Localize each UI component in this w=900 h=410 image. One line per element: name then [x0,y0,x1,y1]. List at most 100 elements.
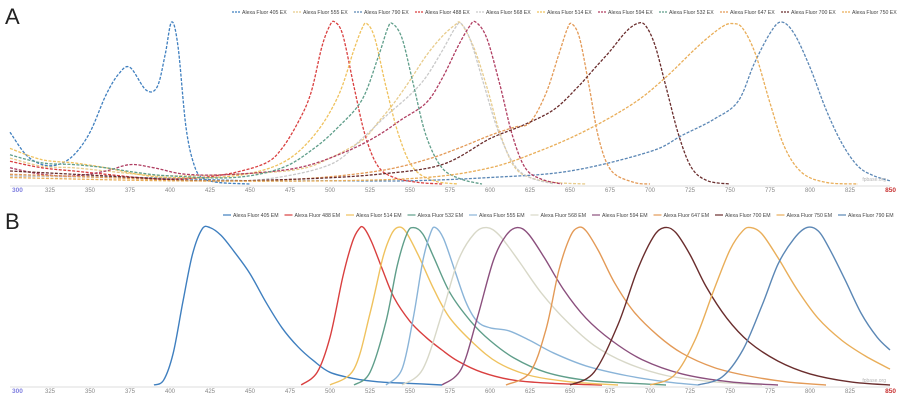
panel-b-series-alexa-fluor-555-em [385,226,699,386]
panel-b-tick-600: 600 [485,389,496,395]
panel-b-tick-575: 575 [445,389,456,395]
panel-b-legend-label-alexa-fluor-405-em: Alexa Fluor 405 EM [233,213,279,219]
panel-a-series-alexa-fluor-647-ex [9,22,651,185]
panel-b-tick-375: 375 [125,389,136,395]
panel-a-series-alexa-fluor-532-ex [9,22,483,185]
panel-a-legend-label-alexa-fluor-790-ex: Alexa Fluor 790 EX [364,10,409,16]
panel-a-tick-750: 750 [725,188,736,194]
panel-b-legend-label-alexa-fluor-700-em: Alexa Fluor 700 EM [725,213,771,219]
panel-b-tick-750: 750 [725,389,736,395]
panel-b-tick-625: 625 [525,389,536,395]
panel-a-tick-425: 425 [205,188,216,194]
panel-a-tick-625: 625 [525,188,536,194]
panel-b-legend-label-alexa-fluor-532-em: Alexa Fluor 532 EM [418,213,464,219]
panel-b-legend-label-alexa-fluor-790-em: Alexa Fluor 790 EM [848,213,894,219]
panel-a-tick-325: 325 [45,188,56,194]
panel-a-legend-label-alexa-fluor-594-ex: Alexa Fluor 594 EX [608,10,653,16]
panel-a-series-alexa-fluor-568-ex [9,22,555,185]
panel-a-tick-500: 500 [325,188,336,194]
panel-b-series-alexa-fluor-790-em [697,226,891,386]
panel-a-tick-450: 450 [245,188,256,194]
panel-b-series-alexa-fluor-700-em [569,226,891,386]
panel-b-x-ticks: 325 350 375 400 425 450 475 500 525 550 575 600 625 6… [12,388,896,395]
panel-a-legend-label-alexa-fluor-700-ex: Alexa Fluor 700 EX [791,10,836,16]
panel-a-tick-525: 525 [365,188,376,194]
panel-a-tick-600: 600 [485,188,496,194]
panel-a-series-alexa-fluor-790-ex [9,21,891,182]
panel-b-tick-max: 850 [885,388,896,395]
panel-a-tick-800: 800 [805,188,816,194]
panel-b-tick-725: 725 [685,389,696,395]
panel-a-tick-550: 550 [405,188,416,194]
panel-b-legend-label-alexa-fluor-488-em: Alexa Fluor 488 EM [295,213,341,219]
panel-a-label: A [5,4,20,29]
panel-a-tick-max: 850 [885,187,896,194]
panel-b-legend-label-alexa-fluor-647-em: Alexa Fluor 647 EM [664,213,710,219]
panel-b-series-alexa-fluor-488-em [300,225,603,386]
panel-a-tick-775: 775 [765,188,776,194]
panel-a-legend-label-alexa-fluor-750-ex: Alexa Fluor 750 EX [852,10,897,16]
panel-a-tick-350: 350 [85,188,96,194]
panel-a-legend-label-alexa-fluor-555-ex: Alexa Fluor 555 EX [303,10,348,16]
panel-a-tick-725: 725 [685,188,696,194]
panel-b-tick-min: 300 [12,388,23,395]
panel-a-legend-label-alexa-fluor-405-ex: Alexa Fluor 405 EX [242,10,287,16]
panel-b-series-alexa-fluor-405-em [153,225,443,386]
panel-b-tick-550: 550 [405,389,416,395]
panel-a-legend-label-alexa-fluor-488-ex: Alexa Fluor 488 EX [425,10,470,16]
panel-b-legend-label-alexa-fluor-555-em: Alexa Fluor 555 EM [479,213,525,219]
panel-b-series-alexa-fluor-750-em [649,226,891,386]
panel-a-legend-label-alexa-fluor-568-ex: Alexa Fluor 568 EX [486,10,531,16]
panel-b-tick-525: 525 [365,389,376,395]
panel-a-curves [9,20,891,185]
panel-b-watermark: fpbase.org [862,378,886,384]
panel-a-series-alexa-fluor-405-ex [9,21,251,185]
panel-b-legend-label-alexa-fluor-514-em: Alexa Fluor 514 EM [356,213,402,219]
panel-a-tick-400: 400 [165,188,176,194]
panel-b-tick-825: 825 [845,389,856,395]
panel-a: A Alexa Fluor 405 EX Alexa Fluor 555 EX Al… [5,4,897,194]
panel-b-tick-500: 500 [325,389,336,395]
panel-b-tick-325: 325 [45,389,56,395]
panel-a-series-alexa-fluor-555-ex [9,21,587,185]
panel-b-series-alexa-fluor-514-em [329,226,619,386]
panel-b-series-alexa-fluor-594-em [441,226,779,386]
panel-a-tick-825: 825 [845,188,856,194]
panel-b-tick-425: 425 [205,389,216,395]
panel-a-series-alexa-fluor-514-ex [9,22,459,185]
panel-b-tick-475: 475 [285,389,296,395]
panel-b-tick-450: 450 [245,389,256,395]
panel-a-tick-675: 675 [605,188,616,194]
panel-a-watermark: fpbase.org [862,177,886,183]
panel-b-tick-400: 400 [165,389,176,395]
panel-a-tick-375: 375 [125,188,136,194]
panel-b-tick-700: 700 [645,389,656,395]
panel-b-series-alexa-fluor-647-em [505,226,827,386]
panel-a-series-alexa-fluor-750-ex [9,22,859,185]
panel-b-tick-800: 800 [805,389,816,395]
panel-a-series-alexa-fluor-700-ex [9,22,731,185]
panel-b-series-alexa-fluor-568-em [401,226,763,386]
panel-a-series-alexa-fluor-488-ex [9,20,443,185]
panel-b-tick-775: 775 [765,389,776,395]
panel-b-legend-label-alexa-fluor-750-em: Alexa Fluor 750 EM [787,213,833,219]
panel-a-series-alexa-fluor-594-ex [9,20,563,185]
panel-a-tick-650: 650 [565,188,576,194]
panel-b-legend-label-alexa-fluor-594-em: Alexa Fluor 594 EM [602,213,648,219]
panel-a-tick-575: 575 [445,188,456,194]
panel-a-tick-700: 700 [645,188,656,194]
panel-b-tick-675: 675 [605,389,616,395]
panel-b-legend-label-alexa-fluor-568-em: Alexa Fluor 568 EM [541,213,587,219]
panel-a-legend-label-alexa-fluor-514-ex: Alexa Fluor 514 EX [547,10,592,16]
panel-b-legend: Alexa Fluor 405 EM Alexa Fluor 488 EM Alex… [223,213,894,219]
panel-a-tick-min: 300 [12,187,23,194]
panel-a-x-ticks: 325 350 375 400 425 450 475 500 525 550 575 600 625 6… [12,187,896,194]
panel-b-label: B [5,209,20,234]
panel-b-series-alexa-fluor-532-em [353,226,667,386]
panel-a-legend: Alexa Fluor 405 EX Alexa Fluor 555 EX Alex… [232,10,897,16]
panel-b-tick-350: 350 [85,389,96,395]
panel-a-tick-475: 475 [285,188,296,194]
panel-b-tick-650: 650 [565,389,576,395]
